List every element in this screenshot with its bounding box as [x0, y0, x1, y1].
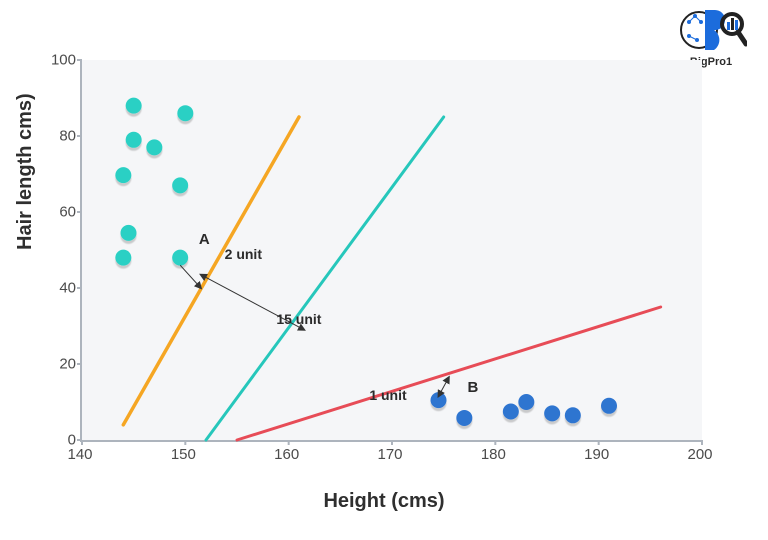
plot-svg — [82, 60, 702, 440]
cluster-a-point — [146, 139, 162, 155]
cluster-b-point — [544, 405, 560, 421]
label-15unit: 15 unit — [276, 311, 321, 327]
label-a: A — [199, 231, 210, 248]
y-tick: 0 — [48, 432, 76, 449]
cluster-b-point — [456, 410, 472, 426]
cluster-a-point — [115, 167, 131, 183]
line-red — [237, 307, 661, 440]
cluster-a-point — [126, 98, 142, 114]
cluster-a-point — [177, 105, 193, 121]
cluster-b-point — [431, 392, 447, 408]
label-b: B — [468, 379, 479, 396]
label-2unit: 2 unit — [225, 246, 262, 262]
cluster-b-point — [503, 404, 519, 420]
x-tick: 170 — [377, 446, 402, 463]
x-tick: 140 — [67, 446, 92, 463]
plot-area — [80, 60, 702, 442]
cluster-a-point — [126, 132, 142, 148]
line-teal — [206, 117, 444, 440]
cluster-a-point — [172, 250, 188, 266]
cluster-b-point — [565, 407, 581, 423]
y-tick: 40 — [48, 280, 76, 297]
cluster-b-point — [518, 394, 534, 410]
x-tick: 150 — [171, 446, 196, 463]
cluster-b-point — [601, 398, 617, 414]
cluster-a-point — [172, 177, 188, 193]
cluster-a-point — [121, 225, 137, 241]
x-tick: 200 — [687, 446, 712, 463]
label-1unit: 1 unit — [369, 387, 406, 403]
y-tick: 80 — [48, 128, 76, 145]
stage: BigPro1 Hair length cms) Height (cms) 14… — [0, 0, 768, 540]
arrow-1unit — [439, 377, 449, 396]
x-tick: 190 — [584, 446, 609, 463]
y-axis-label: Hair length cms) — [14, 93, 37, 250]
cluster-a-point — [115, 250, 131, 266]
y-tick: 20 — [48, 356, 76, 373]
brand-logo-svg — [675, 6, 747, 54]
x-axis-label: Height (cms) — [0, 490, 768, 513]
line-orange — [123, 117, 299, 425]
y-tick: 60 — [48, 204, 76, 221]
x-tick: 160 — [274, 446, 299, 463]
x-tick: 180 — [481, 446, 506, 463]
arrow-2unit — [180, 265, 201, 288]
y-tick: 100 — [48, 52, 76, 69]
